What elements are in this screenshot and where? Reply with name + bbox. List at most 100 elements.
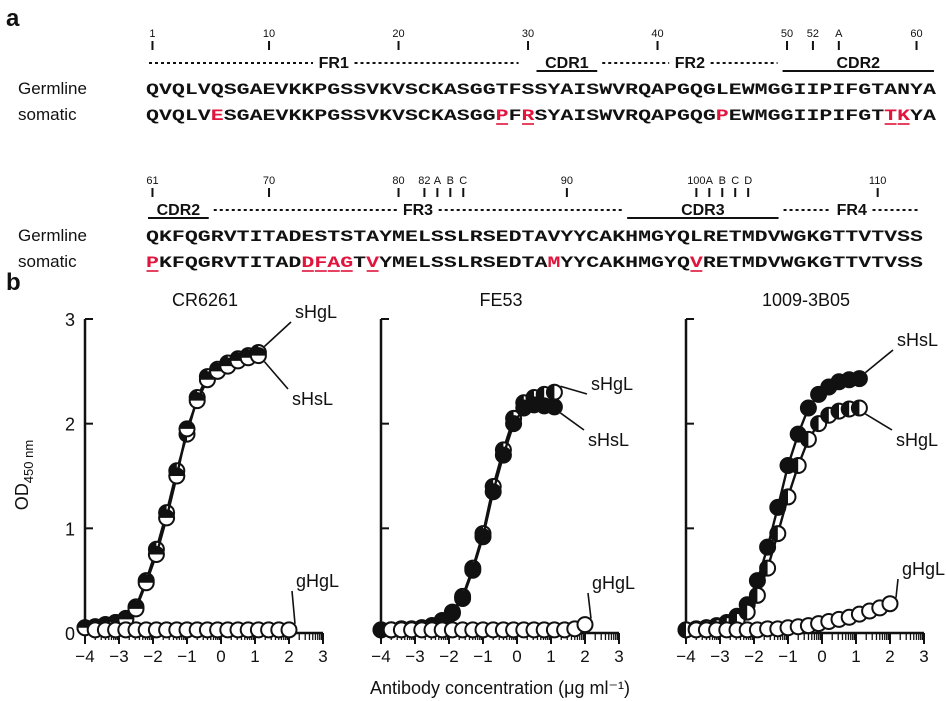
x-axis-label: Antibody concentration (μg ml⁻¹)	[370, 678, 630, 698]
series-sHgL	[76, 343, 267, 637]
x-tick-label: −4	[371, 647, 390, 666]
residue-number: 20	[392, 28, 404, 40]
x-tick-label: −4	[676, 647, 695, 666]
plot-title: 1009-3B05	[762, 290, 850, 310]
y-tick-label: 3	[65, 310, 75, 330]
residue-number: A	[434, 175, 442, 187]
residue-number: A	[706, 175, 714, 187]
x-tick-label: 1	[250, 647, 259, 666]
series-label: sHsL	[588, 430, 629, 450]
label-leader	[263, 361, 289, 390]
data-point	[137, 574, 155, 592]
data-point	[545, 383, 563, 401]
data-point	[789, 457, 807, 475]
series-label: gHgL	[592, 573, 635, 593]
series-label: sHgL	[896, 430, 938, 450]
residue-number: D	[744, 175, 752, 187]
data-point	[799, 399, 817, 417]
data-point	[178, 420, 196, 438]
x-tick-label: −2	[439, 647, 458, 666]
panel-a-label: a	[6, 5, 20, 32]
data-point	[249, 347, 267, 365]
residue-number: 1	[149, 28, 155, 40]
region-label: FR2	[675, 55, 705, 72]
series-line	[84, 351, 259, 629]
alignment-block: 1 10 20 30 40 50 52 A 60 FR1 CDR1 FR2 CDR2 Germline so…	[18, 28, 936, 125]
x-tick-label: −4	[75, 647, 94, 666]
x-tick-label: 0	[512, 647, 521, 666]
data-point	[494, 446, 512, 464]
data-point	[850, 399, 868, 417]
x-tick-label: 3	[919, 647, 928, 666]
x-tick-label: 1	[851, 647, 860, 666]
y-tick-label: 0	[65, 624, 75, 644]
plot-title: CR6261	[172, 290, 238, 310]
data-point	[505, 415, 523, 433]
data-point	[280, 621, 298, 639]
residue-number: 10	[263, 28, 275, 40]
residue-number: B	[719, 175, 726, 187]
binding-plot: CR6261 0 1 2 3 −4 −3 −2 −1 0 1 2 3 sHgL sHsL gHgL	[65, 290, 339, 666]
x-tick-label: −3	[405, 647, 424, 666]
x-tick-label: −1	[473, 647, 492, 666]
x-tick-label: 1	[546, 647, 555, 666]
label-leader	[291, 590, 296, 624]
label-leader	[895, 578, 899, 598]
residue-number: 61	[146, 175, 158, 187]
data-point	[759, 538, 777, 556]
residue-number: 40	[651, 28, 663, 40]
binding-curves: CR6261 0 1 2 3 −4 −3 −2 −1 0 1 2 3 sHgL sHsL gHgL FE53 −4…	[65, 290, 945, 666]
data-point	[474, 528, 492, 546]
data-point	[545, 398, 563, 416]
plot-title: FE53	[479, 290, 522, 310]
residue-number: 80	[392, 175, 404, 187]
y-axis-label-main: OD	[12, 483, 32, 510]
series-line	[685, 406, 860, 632]
x-tick-label: −1	[778, 647, 797, 666]
series-sHsL	[372, 396, 563, 639]
somatic-sequence: P KFQGRVTITAD DFAG T V YMELSSLRSEDTA M YYCAKHMG…	[146, 254, 924, 272]
germline-label: Germline	[18, 226, 87, 245]
panel-b-label: b	[6, 269, 21, 296]
binding-plot: FE53 −4 −3 −2 −1 0 1 2 3 sHgL sHsL gHgL	[371, 290, 635, 666]
series-gHgL	[382, 616, 594, 639]
x-tick-label: 0	[817, 647, 826, 666]
somatic-sequence: QVQLV E SGAEVKKPGSSVKVSCKASGG P F R SYAISWVRQA…	[146, 107, 936, 125]
data-point	[799, 430, 817, 448]
x-tick-label: 0	[216, 647, 225, 666]
y-tick-label: 2	[65, 415, 75, 435]
residue-number: B	[447, 175, 454, 187]
data-point	[738, 603, 756, 621]
series-label: gHgL	[902, 559, 945, 579]
data-point	[464, 561, 482, 579]
x-tick-label: −1	[177, 647, 196, 666]
x-tick-label: −2	[744, 647, 763, 666]
residue-number: C	[731, 175, 739, 187]
label-leader	[864, 413, 893, 431]
label-leader	[559, 412, 585, 431]
label-leader	[263, 321, 292, 348]
region-label: CDR2	[836, 55, 880, 72]
data-point	[127, 600, 145, 618]
region-label: CDR1	[545, 55, 589, 72]
region-label: FR4	[837, 202, 867, 219]
region-label: FR3	[403, 202, 433, 219]
somatic-label: somatic	[18, 105, 77, 124]
series-sHgL	[677, 399, 868, 639]
series-label: sHgL	[295, 302, 337, 322]
series-label: gHgL	[296, 571, 339, 591]
data-point	[147, 546, 165, 563]
x-tick-label: 3	[318, 647, 327, 666]
data-point	[881, 595, 899, 613]
binding-plot: 1009-3B05 −4 −3 −2 −1 0 1 2 3 sHsL sHgL gHgL	[676, 290, 945, 666]
data-point	[759, 559, 777, 577]
germline-label: Germline	[18, 79, 87, 98]
residue-number: 90	[561, 175, 573, 187]
somatic-label: somatic	[18, 252, 77, 271]
data-point	[779, 488, 797, 506]
y-axis-label-sub: 450 nm	[21, 440, 36, 483]
residue-number: 70	[263, 175, 275, 187]
